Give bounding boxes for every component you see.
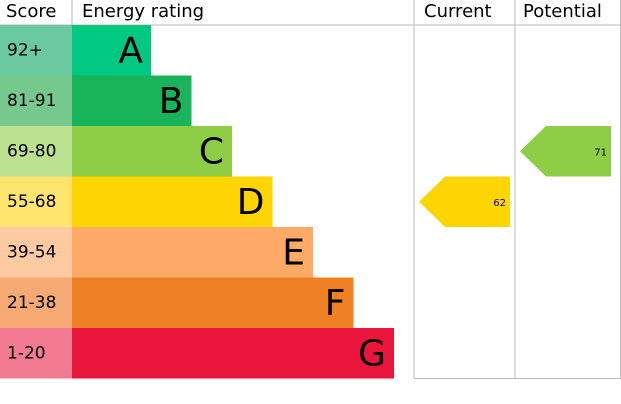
- rating-letter: A: [118, 30, 143, 71]
- rating-letter: E: [282, 232, 305, 273]
- score-label: 21-38: [7, 293, 56, 313]
- rating-bar: [72, 277, 354, 328]
- score-label: 1-20: [7, 343, 46, 363]
- score-cell: [0, 227, 72, 278]
- score-label: 69-80: [7, 141, 56, 161]
- rating-letter: C: [199, 131, 224, 172]
- score-label: 39-54: [7, 242, 56, 262]
- rating-bar: [72, 176, 273, 227]
- score-label: 55-68: [7, 192, 56, 212]
- potential-arrow: [520, 126, 611, 177]
- rating-letter: F: [325, 283, 346, 324]
- score-label: 81-91: [7, 91, 56, 111]
- rating-letter: D: [237, 182, 265, 223]
- rating-bar: [72, 75, 192, 126]
- rating-bar: [72, 126, 232, 177]
- rating-bar: [72, 227, 313, 278]
- column-header: Energy rating: [82, 1, 204, 22]
- rating-bar: [72, 25, 151, 76]
- score-cell: [0, 75, 72, 126]
- column-header: Current: [424, 1, 492, 22]
- current-arrow: [419, 176, 510, 227]
- column-header: Score: [6, 1, 56, 22]
- rating-bar: [72, 328, 394, 379]
- score-cell: [0, 328, 72, 379]
- rating-letter: G: [358, 333, 386, 374]
- score-cell: [0, 126, 72, 177]
- score-cell: [0, 277, 72, 328]
- rating-letter: B: [159, 81, 184, 122]
- score-cell: [0, 25, 72, 76]
- score-label: 92+: [7, 40, 43, 60]
- column-header: Potential: [523, 1, 602, 22]
- potential-value: 71: [594, 147, 607, 158]
- score-cell: [0, 176, 72, 227]
- current-value: 62: [493, 198, 506, 209]
